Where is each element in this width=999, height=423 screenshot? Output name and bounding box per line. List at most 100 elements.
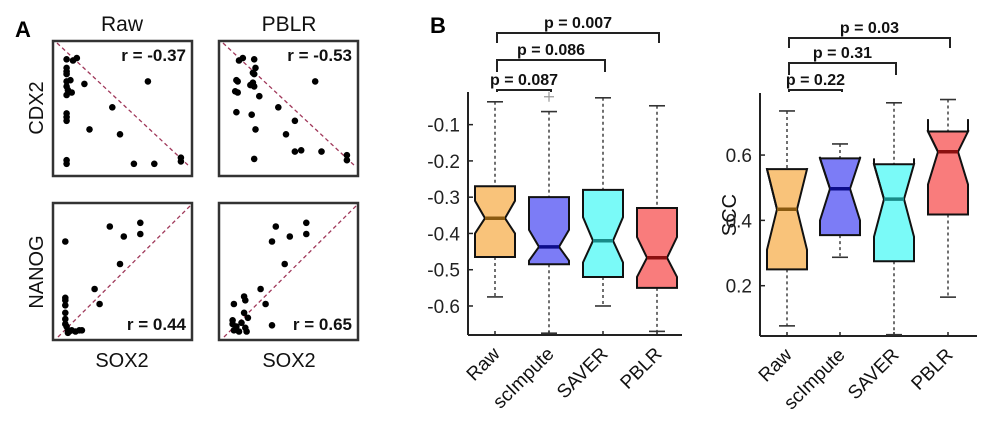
scatter-point xyxy=(243,328,250,335)
box-body xyxy=(582,188,624,278)
category-label: SAVER xyxy=(844,345,903,404)
scatter-point xyxy=(242,297,249,304)
scatter-point xyxy=(62,297,69,304)
significance-bracket: p = 0.03 xyxy=(788,20,951,48)
scatter-point xyxy=(255,92,263,100)
scatter-point xyxy=(96,300,103,308)
notch-flare-left xyxy=(819,156,831,190)
significance-bracket: p = 0.087 xyxy=(490,72,558,92)
scatter-point xyxy=(144,78,152,85)
scatter-point xyxy=(291,148,299,155)
box-body xyxy=(818,157,862,237)
box-raw: Raw xyxy=(755,110,809,386)
box-body xyxy=(636,207,678,289)
scatter-point xyxy=(297,147,305,154)
correlation-label: r = -0.53 xyxy=(287,46,352,65)
bracket-line xyxy=(788,89,843,92)
scatter-point xyxy=(233,108,240,116)
category-label: Raw xyxy=(755,344,797,386)
xlabel-sox2-pblr: SOX2 xyxy=(262,350,315,372)
significance-bracket: p = 0.086 xyxy=(496,42,606,72)
scatter-point xyxy=(64,329,72,337)
row-label-nanog: NANOG xyxy=(26,235,48,308)
box-pblr: PBLR xyxy=(617,104,678,394)
trend-line xyxy=(57,205,191,338)
scatter-point xyxy=(151,160,158,168)
y-tick-label: -0.1 xyxy=(427,116,460,137)
scatter-point xyxy=(343,156,351,164)
scatter-point xyxy=(120,233,128,240)
bracket-line xyxy=(496,89,552,92)
column-title-raw: Raw xyxy=(101,13,144,36)
scatter-point xyxy=(318,148,325,155)
scatter-point xyxy=(239,54,247,62)
box-body xyxy=(765,168,809,271)
scatter-point xyxy=(281,260,289,268)
y-tick-label: 0.4 xyxy=(726,211,753,232)
notch-flare-left xyxy=(927,119,939,153)
scatter-point xyxy=(268,322,276,329)
subplot-frame xyxy=(217,39,360,178)
significance-bracket: p = 0.31 xyxy=(788,45,897,75)
scatter-point xyxy=(137,219,144,227)
scatter-point xyxy=(248,111,255,118)
scatter-point xyxy=(303,219,310,227)
scatter-point xyxy=(62,315,69,323)
scatter-point xyxy=(343,151,351,159)
scatter-point xyxy=(116,131,124,138)
scatter-panels: r = -0.37 r = -0.53 r = 0.44 r = 0.65 xyxy=(51,39,360,342)
bracket-line xyxy=(496,59,606,72)
scatter-point xyxy=(109,104,116,111)
scatter-point xyxy=(311,78,319,85)
scatter-subplot-0: r = -0.37 xyxy=(51,39,194,178)
trend-line xyxy=(222,42,356,167)
box-body xyxy=(528,196,570,266)
scatter-point xyxy=(86,126,93,133)
xlabel-sox2-raw: SOX2 xyxy=(95,350,148,372)
box-saver: SAVER xyxy=(844,101,916,404)
scatter-point xyxy=(250,155,258,163)
category-label: SAVER xyxy=(553,344,612,403)
scatter-point xyxy=(234,89,241,96)
subplot-frame xyxy=(51,201,194,342)
scatter-point xyxy=(116,260,124,268)
significance-bracket: p = 0.22 xyxy=(786,72,845,92)
y-tick-label: -0.2 xyxy=(427,152,460,173)
p-value-label: p = 0.31 xyxy=(813,45,872,62)
scatter-point xyxy=(63,56,70,63)
scatter-point xyxy=(106,223,114,230)
category-label: PBLR xyxy=(617,344,667,394)
correlation-label: r = -0.37 xyxy=(121,46,186,65)
scatter-subplot-3: r = 0.65 xyxy=(217,201,360,342)
p-value-label: p = 0.007 xyxy=(544,15,612,32)
p-value-label: p = 0.22 xyxy=(786,72,845,89)
scatter-point xyxy=(252,126,259,133)
subplot-frame xyxy=(51,39,194,178)
box-raw: Raw xyxy=(463,100,516,385)
scatter-point xyxy=(238,319,245,327)
subplot-frame xyxy=(217,201,360,342)
significance-bracket: p = 0.007 xyxy=(496,15,660,43)
scatter-point xyxy=(286,233,294,240)
scatter-point xyxy=(303,230,310,238)
y-tick-label: 0.2 xyxy=(726,277,752,298)
scatter-point xyxy=(235,328,243,335)
scatter-point xyxy=(234,78,241,85)
trend-line xyxy=(56,42,190,167)
scatter-point xyxy=(291,117,299,125)
scatter-point xyxy=(244,314,252,322)
y-tick-label: -0.6 xyxy=(427,297,460,318)
column-title-pblr: PBLR xyxy=(262,13,317,36)
scatter-point xyxy=(62,302,69,309)
outlier-marker xyxy=(544,91,554,102)
scatter-point xyxy=(62,238,69,245)
boxplot-pearson: -0.6-0.5-0.4-0.3-0.2-0.1RawscImputeSAVER… xyxy=(427,15,682,413)
scatter-point xyxy=(177,158,185,165)
y-tick-label: -0.3 xyxy=(427,188,460,209)
scatter-point xyxy=(81,80,88,88)
scatter-subplot-2: r = 0.44 xyxy=(51,201,194,342)
scatter-point xyxy=(63,117,70,125)
scatter-point xyxy=(130,160,138,168)
